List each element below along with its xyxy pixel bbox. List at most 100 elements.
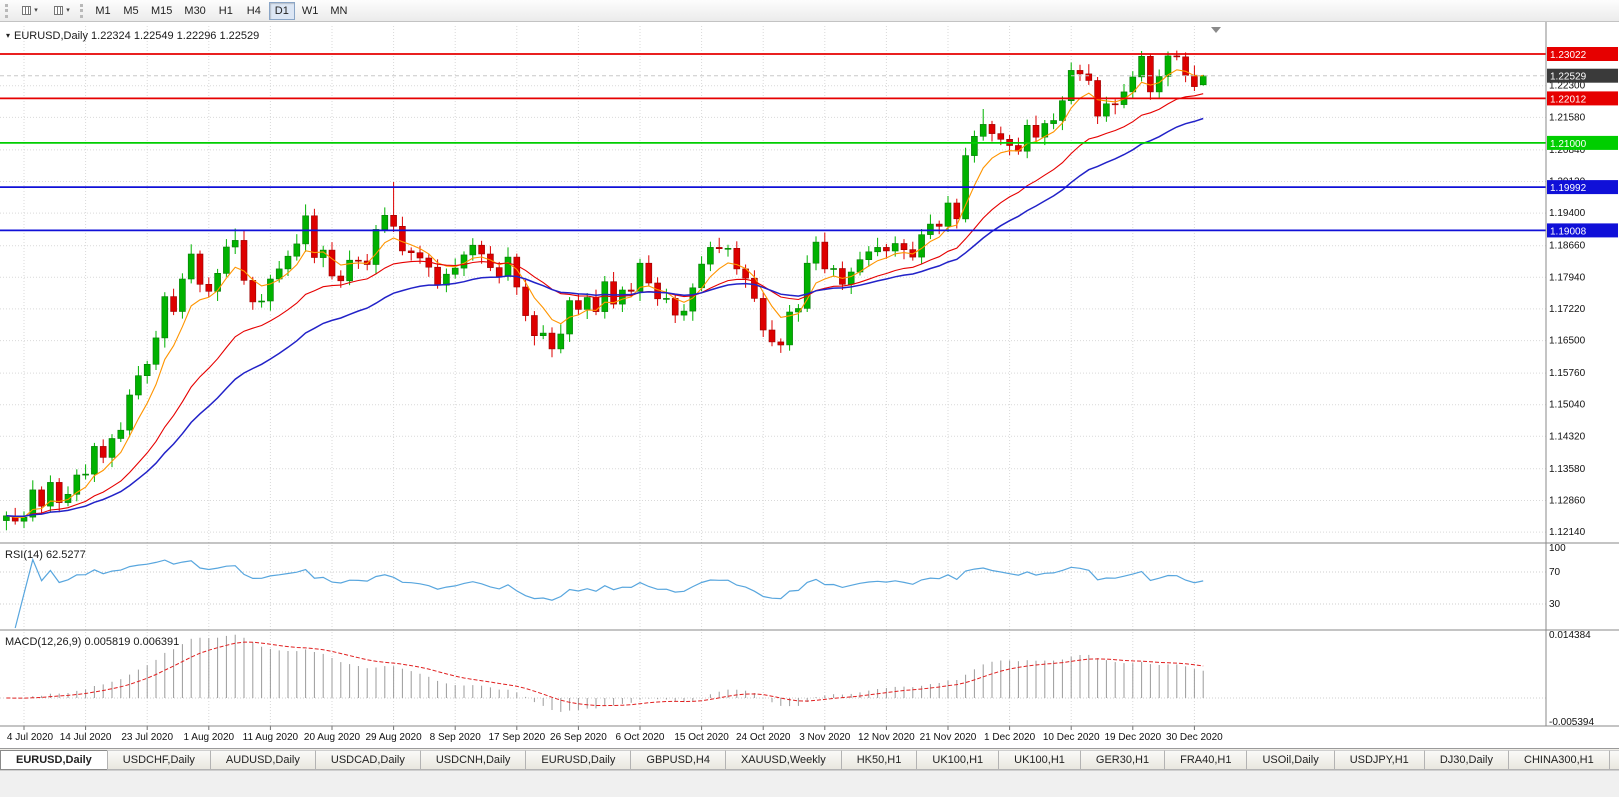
price-tag-text: 1.22012 [1550, 94, 1587, 105]
price-scale-label: 1.21580 [1549, 112, 1586, 123]
chart-tab[interactable]: USDCNH,Daily [419, 750, 527, 770]
candle [812, 241, 820, 264]
price-tag[interactable]: 1.19008 [1547, 223, 1618, 238]
chart-tab[interactable]: HK50,H1 [840, 750, 918, 770]
chart-tab[interactable]: UK100,H1 [916, 750, 1000, 770]
candle [539, 332, 547, 337]
chart-tab[interactable]: EURUSD,Daily [525, 750, 632, 770]
candle [337, 275, 345, 282]
candle [979, 124, 987, 137]
macd-scale-label: 0.014384 [1549, 630, 1591, 641]
candle [38, 489, 45, 507]
chart-tab[interactable]: USDJPY,H1 [1333, 750, 1425, 770]
candle [645, 262, 653, 284]
price-chart-canvas[interactable]: 1.223001.215801.208401.201201.194001.186… [0, 22, 1619, 748]
chart-tab[interactable]: DJ30,Daily [1423, 750, 1509, 770]
price-scale-label: 1.13580 [1549, 464, 1586, 475]
candle [117, 429, 125, 439]
candle [293, 243, 301, 257]
price-tag[interactable]: 1.22012 [1547, 91, 1618, 106]
toolbar-dropdown-button-1[interactable]: ▾ [15, 2, 45, 20]
timeframe-button-d1[interactable]: D1 [268, 1, 295, 20]
candle [108, 438, 116, 458]
date-label: 23 Jul 2020 [121, 732, 173, 743]
price-tag-text: 1.19992 [1550, 183, 1587, 194]
toolbar-grip[interactable] [5, 3, 9, 18]
candle [927, 223, 934, 235]
candle [1191, 74, 1198, 87]
timeframe-buttons: M1 M5 M15 M30 H1 H4 D1 W1 MN [89, 1, 353, 20]
candle [786, 311, 793, 346]
candle [284, 255, 292, 270]
chart-tab[interactable]: GBPUSD,H4 [630, 750, 726, 770]
rsi-scale-label: 100 [1549, 543, 1566, 554]
chart-tab[interactable]: FRA40,H1 [1164, 750, 1248, 770]
timeframe-button-m15[interactable]: M15 [146, 2, 177, 20]
timeframe-button-mn[interactable]: MN [325, 2, 352, 20]
candle [451, 267, 459, 275]
price-scale-label: 1.19400 [1549, 208, 1586, 219]
timeframe-button-m1[interactable]: M1 [90, 2, 116, 20]
candle [161, 296, 169, 339]
chart-tab[interactable]: EURUSD,Daily [0, 750, 108, 770]
grid [0, 26, 1546, 730]
chart-tab[interactable]: USDCAD,Daily [314, 750, 421, 770]
candle [795, 308, 802, 313]
candle [1164, 55, 1172, 77]
candle [1085, 73, 1093, 81]
candle [1059, 100, 1066, 121]
candle [223, 246, 230, 274]
price-scale-label: 1.12860 [1549, 496, 1586, 507]
toolbar-dropdown-button-2[interactable]: ▾ [47, 2, 77, 20]
date-label: 1 Dec 2020 [984, 732, 1036, 743]
timeframe-button-m5[interactable]: M5 [118, 2, 144, 20]
date-label: 11 Aug 2020 [243, 732, 299, 743]
date-label: 3 Nov 2020 [799, 732, 851, 743]
timeframe-button-w1[interactable]: W1 [297, 2, 324, 20]
chart-tab[interactable]: XAUUSD,Weekly [724, 750, 842, 770]
price-tag[interactable]: 1.22529 [1547, 68, 1618, 83]
candle [935, 223, 943, 227]
rsi-scale-label: 70 [1549, 567, 1561, 578]
candle [522, 286, 529, 316]
candle [1067, 70, 1075, 102]
price-scale-label: 1.22300 [1549, 81, 1586, 92]
candle [1111, 103, 1119, 106]
chart-tab[interactable]: AUDUSD,Daily [209, 750, 316, 770]
ema-slow-line [6, 117, 1204, 517]
chart-tab[interactable]: USOil,Daily [1246, 750, 1335, 770]
toolbar-grip[interactable] [80, 3, 84, 18]
timeframe-toolbar: ▾ ▾ M1 M5 M15 M30 H1 H4 D1 W1 MN [0, 0, 1619, 22]
candle [698, 263, 705, 289]
chart-tab[interactable]: CHINA300,H1 [1508, 750, 1610, 770]
candle [583, 297, 591, 310]
chart-tab[interactable]: USDCHF,Daily [106, 750, 211, 770]
candle [1199, 75, 1207, 86]
timeframe-button-h4[interactable]: H4 [241, 2, 267, 20]
candle [830, 268, 837, 270]
chart-tab[interactable]: U [1608, 750, 1619, 770]
candle [531, 315, 538, 337]
candle [29, 489, 37, 518]
price-tag-text: 1.21000 [1550, 139, 1587, 150]
candle [953, 202, 961, 220]
chart-tab[interactable]: GER30,H1 [1079, 750, 1166, 770]
timeframe-button-h1[interactable]: H1 [213, 2, 239, 20]
date-label: 26 Sep 2020 [550, 732, 607, 743]
candle [487, 253, 494, 268]
price-tag[interactable]: 1.23022 [1547, 47, 1618, 61]
chart-shift-marker[interactable] [1211, 27, 1221, 33]
candle [918, 234, 925, 258]
candle [267, 278, 274, 302]
price-tag[interactable]: 1.19992 [1547, 180, 1618, 195]
macd-scale-label: -0.005394 [1549, 717, 1594, 728]
macd-signal-line [6, 641, 1204, 707]
candle [636, 262, 644, 292]
status-bar [0, 770, 1619, 797]
candle [214, 273, 221, 292]
timeframe-button-m30[interactable]: M30 [179, 2, 210, 20]
chart-tab[interactable]: UK100,H1 [998, 750, 1081, 770]
price-tag[interactable]: 1.21000 [1547, 135, 1618, 150]
candle [619, 289, 626, 305]
candle [803, 262, 811, 309]
